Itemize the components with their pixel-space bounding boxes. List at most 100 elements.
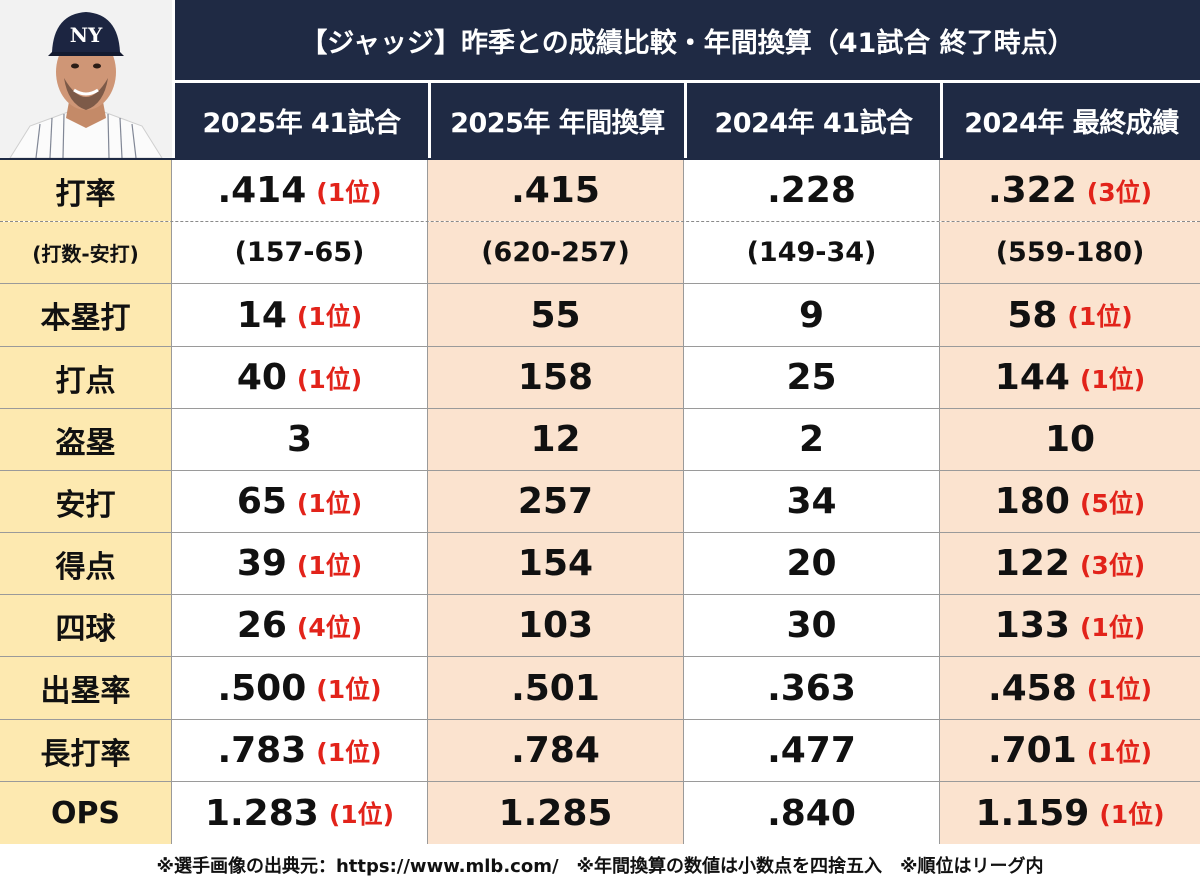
stat-value: 14 (236, 294, 287, 336)
row-label: 打点 (0, 347, 172, 408)
stat-value: 144 (994, 357, 1070, 398)
table-row: 出塁率 .500 (1位) .501 .363 .458 (1位) (0, 657, 1200, 720)
player-photo: NY (0, 0, 172, 158)
league-rank-badge: (1位) (1079, 364, 1146, 394)
stat-cell: 122 (3位) (940, 533, 1200, 594)
stat-cell: .228 (684, 160, 940, 221)
row-label: 出塁率 (0, 657, 172, 719)
stat-value: .783 (217, 730, 307, 771)
stat-value: 65 (236, 481, 287, 522)
stat-cell: 9 (684, 284, 940, 346)
stat-cell: 58 (1位) (940, 284, 1200, 346)
table-row: 長打率 .783 (1位) .784 .477 .701 (1位) (0, 720, 1200, 782)
stat-value: 257 (517, 481, 594, 522)
stat-cell: 1.283 (1位) (172, 782, 428, 844)
stat-cell: 10 (940, 409, 1200, 470)
row-label: (打数-安打) (0, 222, 172, 283)
stat-value: 34 (786, 481, 837, 522)
stat-value: 122 (994, 543, 1070, 584)
svg-text:NY: NY (70, 23, 103, 47)
stat-value: .501 (511, 667, 600, 709)
stat-cell: 103 (428, 595, 684, 656)
stat-cell: 12 (428, 409, 684, 470)
stat-cell: 257 (428, 471, 684, 532)
stat-cell: .414 (1位) (172, 160, 428, 221)
league-rank-badge: (1位) (1067, 302, 1133, 331)
league-rank-badge: (1位) (296, 364, 363, 394)
stat-value: 39 (236, 543, 287, 584)
stat-cell: .784 (428, 720, 684, 781)
row-label: 盗塁 (0, 409, 172, 470)
stat-cell: .840 (684, 782, 940, 844)
stat-value: 26 (236, 605, 287, 646)
stat-value: 25 (786, 357, 837, 398)
league-rank-badge: (1位) (1079, 612, 1146, 642)
league-rank-badge: (3位) (1079, 550, 1146, 580)
stat-cell: (157-65) (172, 222, 428, 283)
stat-cell: 65 (1位) (172, 471, 428, 532)
stat-cell: 30 (684, 595, 940, 656)
stat-cell: 40 (1位) (172, 347, 428, 408)
row-label: OPS (0, 782, 172, 844)
stat-value: 12 (530, 419, 581, 460)
league-rank-badge: (1位) (1086, 675, 1153, 704)
stat-value: .322 (987, 170, 1077, 211)
stat-value: (157-65) (234, 237, 365, 268)
stat-cell: (620-257) (428, 222, 684, 283)
stat-value: 1.285 (498, 792, 613, 834)
table-row: 得点 39 (1位) 154 20 122 (3位) (0, 533, 1200, 595)
stat-cell: .701 (1位) (940, 720, 1200, 781)
stat-cell: .501 (428, 657, 684, 719)
table-row: (打数-安打) (157-65) (620-257) (149-34) (559-180… (0, 222, 1200, 284)
stat-cell: 2 (684, 409, 940, 470)
stat-value: (620-257) (481, 237, 630, 268)
stat-cell: 158 (428, 347, 684, 408)
stat-value: 40 (236, 357, 287, 398)
league-rank-badge: (1位) (316, 177, 382, 207)
stat-value: 10 (1044, 419, 1096, 460)
stat-cell: 55 (428, 284, 684, 346)
stat-cell: 25 (684, 347, 940, 408)
table-row: 本塁打 14 (1位) 55 9 58 (1位) (0, 284, 1200, 347)
column-header: 2025年 年間換算 (428, 80, 684, 158)
stat-value: 58 (1007, 294, 1058, 336)
column-headers: 2025年 41試合 2025年 年間換算 2024年 41試合 2024年 最… (172, 80, 1200, 158)
stat-value: (149-34) (746, 237, 877, 268)
league-rank-badge: (1位) (328, 800, 395, 829)
table-row: OPS 1.283 (1位) 1.285 .840 1.159 (1位) (0, 782, 1200, 844)
stat-cell: 26 (4位) (172, 595, 428, 656)
stat-cell: .322 (3位) (940, 160, 1200, 221)
league-rank-badge: (1位) (296, 488, 363, 518)
stat-value: .228 (767, 170, 856, 211)
stat-value: .701 (987, 730, 1077, 771)
stat-cell: .783 (1位) (172, 720, 428, 781)
stat-cell: 3 (172, 409, 428, 470)
league-rank-badge: (3位) (1086, 177, 1153, 207)
stat-value: 2 (798, 419, 825, 460)
stat-value: 1.159 (975, 792, 1090, 834)
stat-cell: (149-34) (684, 222, 940, 283)
stat-cell: 144 (1位) (940, 347, 1200, 408)
page-title: 【ジャッジ】昨季との成績比較・年間換算（41試合 終了時点） (172, 0, 1200, 80)
stat-cell: 14 (1位) (172, 284, 428, 346)
stat-value: .840 (767, 792, 856, 834)
column-header: 2025年 41試合 (172, 80, 428, 158)
stat-value: .784 (511, 730, 600, 771)
stat-cell: 133 (1位) (940, 595, 1200, 656)
league-rank-badge: (5位) (1079, 488, 1146, 518)
stat-value: 154 (517, 543, 594, 584)
stat-cell: .500 (1位) (172, 657, 428, 719)
league-rank-badge: (4位) (296, 612, 363, 642)
stat-cell: 1.285 (428, 782, 684, 844)
stat-cell: 180 (5位) (940, 471, 1200, 532)
stat-value: 9 (798, 294, 825, 336)
table-row: 盗塁 3 12 2 10 (0, 409, 1200, 471)
stat-cell: .458 (1位) (940, 657, 1200, 719)
stat-value: .363 (767, 667, 856, 709)
column-header: 2024年 最終成績 (940, 80, 1200, 158)
stat-value: .500 (217, 667, 307, 709)
league-rank-badge: (1位) (296, 550, 363, 580)
stat-cell: 39 (1位) (172, 533, 428, 594)
league-rank-badge: (1位) (316, 737, 382, 767)
